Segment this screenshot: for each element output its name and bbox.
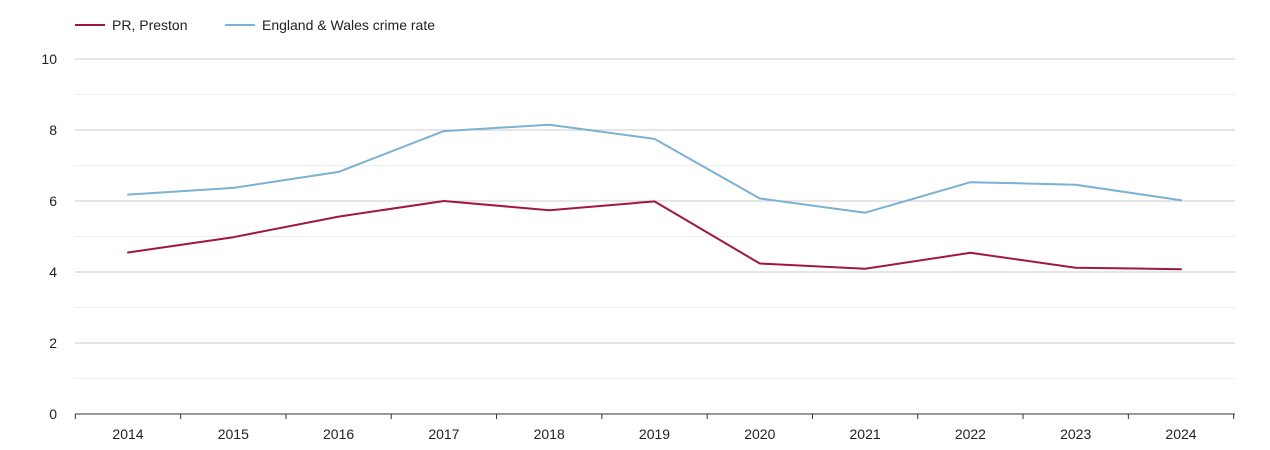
y-tick-label: 0	[49, 406, 57, 422]
x-tick-label: 2014	[112, 426, 143, 442]
legend-label-series-1: England & Wales crime rate	[262, 17, 435, 33]
x-tick-label: 2022	[955, 426, 986, 442]
x-tick-label: 2024	[1165, 426, 1196, 442]
y-tick-label: 10	[41, 51, 57, 67]
x-tick-label: 2020	[744, 426, 775, 442]
y-tick-label: 6	[49, 193, 57, 209]
legend-label-series-0: PR, Preston	[112, 17, 187, 33]
y-tick-label: 4	[49, 264, 57, 280]
x-tick-label: 2019	[639, 426, 670, 442]
x-tick-label: 2017	[428, 426, 459, 442]
x-tick-label: 2015	[218, 426, 249, 442]
x-tick-label: 2023	[1060, 426, 1091, 442]
y-tick-label: 2	[49, 335, 57, 351]
series-line-0	[127, 200, 1182, 271]
y-axis-ticks: 0 2 4 6 8 10	[41, 51, 57, 422]
y-tick-label: 8	[49, 122, 57, 138]
grid-lines	[75, 58, 1235, 379]
chart-legend: PR, Preston England & Wales crime rate	[75, 17, 435, 33]
series-lines	[127, 123, 1182, 271]
x-tick-label: 2021	[850, 426, 881, 442]
x-tick-label: 2016	[323, 426, 354, 442]
series-line-1	[127, 123, 1182, 214]
x-axis: 2014 2015 2016 2017 2018 2019 2020 2021 2022 2023…	[74, 413, 1235, 442]
x-tick-label: 2018	[534, 426, 565, 442]
